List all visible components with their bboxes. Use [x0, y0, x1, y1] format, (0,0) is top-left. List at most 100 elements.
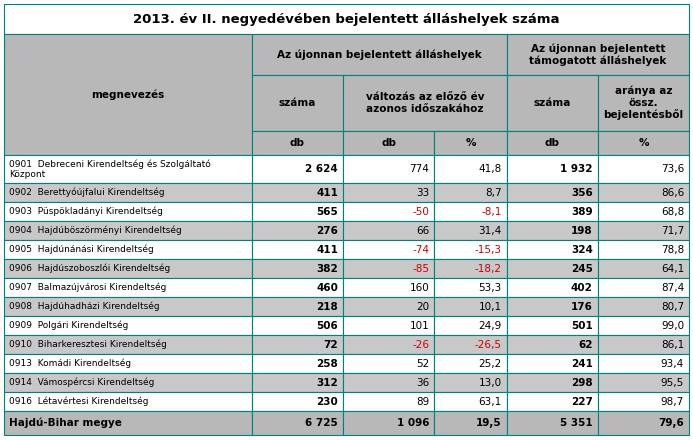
- Text: 356: 356: [571, 187, 593, 198]
- Text: Az újonnan bejelentett álláshelyek: Az újonnan bejelentett álláshelyek: [277, 49, 482, 60]
- Bar: [4, 278, 252, 297]
- Text: 78,8: 78,8: [660, 245, 684, 254]
- Bar: [4, 392, 252, 411]
- Bar: [252, 411, 343, 435]
- Bar: [435, 155, 507, 183]
- Bar: [4, 373, 252, 392]
- Text: 0913  Komádi Kirendeltség: 0913 Komádi Kirendeltség: [9, 359, 131, 368]
- Text: 1 932: 1 932: [561, 164, 593, 174]
- Text: 0916  Létavértesi Kirendeltség: 0916 Létavértesi Kirendeltség: [9, 397, 148, 406]
- Text: 2013. év II. negyedévében bejelentett álláshelyek száma: 2013. év II. negyedévében bejelentett ál…: [133, 12, 560, 26]
- Bar: [507, 240, 598, 259]
- Text: 62: 62: [579, 340, 593, 349]
- Bar: [435, 183, 507, 202]
- Bar: [598, 202, 689, 221]
- Bar: [598, 240, 689, 259]
- Text: -8,1: -8,1: [481, 206, 502, 216]
- Text: 79,6: 79,6: [658, 418, 684, 428]
- Bar: [343, 373, 435, 392]
- Bar: [435, 202, 507, 221]
- Bar: [507, 34, 689, 75]
- Bar: [4, 221, 252, 240]
- Bar: [252, 155, 343, 183]
- Bar: [598, 155, 689, 183]
- Bar: [435, 392, 507, 411]
- Bar: [343, 221, 435, 240]
- Text: 176: 176: [571, 301, 593, 312]
- Text: 0908  Hajdúhadházi Kirendeltség: 0908 Hajdúhadházi Kirendeltség: [9, 302, 159, 311]
- Bar: [252, 392, 343, 411]
- Bar: [252, 183, 343, 202]
- Text: 501: 501: [571, 320, 593, 330]
- Bar: [4, 34, 252, 155]
- Bar: [4, 297, 252, 316]
- Bar: [343, 259, 435, 278]
- Text: 36: 36: [416, 378, 429, 388]
- Text: 25,2: 25,2: [478, 359, 502, 369]
- Bar: [507, 354, 598, 373]
- Text: 0904  Hajdúböszörményi Kirendeltség: 0904 Hajdúböszörményi Kirendeltség: [9, 226, 182, 235]
- Bar: [252, 335, 343, 354]
- Text: 227: 227: [571, 396, 593, 407]
- Text: 0901  Debreceni Kirendeltség és Szolgáltató
Központ: 0901 Debreceni Kirendeltség és Szolgálta…: [9, 159, 211, 179]
- Bar: [343, 411, 435, 435]
- Text: 31,4: 31,4: [478, 225, 502, 235]
- Text: 0902  Berettyóújfalui Kirendeltség: 0902 Berettyóújfalui Kirendeltség: [9, 188, 165, 197]
- Bar: [252, 75, 343, 131]
- Bar: [435, 221, 507, 240]
- Text: %: %: [465, 138, 475, 148]
- Text: db: db: [290, 138, 305, 148]
- Text: 312: 312: [316, 378, 338, 388]
- Bar: [343, 155, 435, 183]
- Text: 41,8: 41,8: [478, 164, 502, 174]
- Bar: [507, 297, 598, 316]
- Bar: [252, 297, 343, 316]
- Text: 33: 33: [416, 187, 429, 198]
- Bar: [598, 297, 689, 316]
- Text: 0903  Püspökladányi Kirendeltség: 0903 Püspökladányi Kirendeltség: [9, 207, 163, 216]
- Text: 389: 389: [571, 206, 593, 216]
- Bar: [4, 411, 252, 435]
- Bar: [343, 183, 435, 202]
- Text: 86,1: 86,1: [660, 340, 684, 349]
- Text: db: db: [545, 138, 560, 148]
- Bar: [598, 131, 689, 155]
- Text: 6 725: 6 725: [305, 418, 338, 428]
- Text: 411: 411: [316, 245, 338, 254]
- Bar: [4, 259, 252, 278]
- Text: 95,5: 95,5: [660, 378, 684, 388]
- Bar: [598, 278, 689, 297]
- Text: %: %: [638, 138, 649, 148]
- Bar: [507, 183, 598, 202]
- Text: Hajdú-Bihar megye: Hajdú-Bihar megye: [9, 418, 122, 428]
- Text: 230: 230: [316, 396, 338, 407]
- Text: 98,7: 98,7: [660, 396, 684, 407]
- Text: aránya az
össz.
bejelentésből: aránya az össz. bejelentésből: [604, 85, 683, 121]
- Bar: [435, 411, 507, 435]
- Bar: [252, 278, 343, 297]
- Text: 72: 72: [324, 340, 338, 349]
- Text: 160: 160: [410, 282, 429, 293]
- Bar: [343, 131, 435, 155]
- Text: 5 351: 5 351: [560, 418, 593, 428]
- Text: változás az előző év
azonos időszakához: változás az előző év azonos időszakához: [366, 92, 484, 114]
- Bar: [435, 373, 507, 392]
- Bar: [252, 34, 507, 75]
- Bar: [598, 373, 689, 392]
- Text: 0909  Polgári Kirendeltség: 0909 Polgári Kirendeltség: [9, 321, 128, 330]
- Text: 0907  Balmazújvárosi Kirendeltség: 0907 Balmazújvárosi Kirendeltség: [9, 283, 166, 292]
- Bar: [343, 297, 435, 316]
- Bar: [343, 392, 435, 411]
- Bar: [507, 131, 598, 155]
- Bar: [598, 183, 689, 202]
- Text: 2 624: 2 624: [305, 164, 338, 174]
- Text: -50: -50: [412, 206, 429, 216]
- Bar: [343, 75, 507, 131]
- Text: 276: 276: [316, 225, 338, 235]
- Text: 565: 565: [316, 206, 338, 216]
- Bar: [598, 354, 689, 373]
- Text: 52: 52: [416, 359, 429, 369]
- Bar: [343, 316, 435, 335]
- Bar: [252, 259, 343, 278]
- Bar: [507, 335, 598, 354]
